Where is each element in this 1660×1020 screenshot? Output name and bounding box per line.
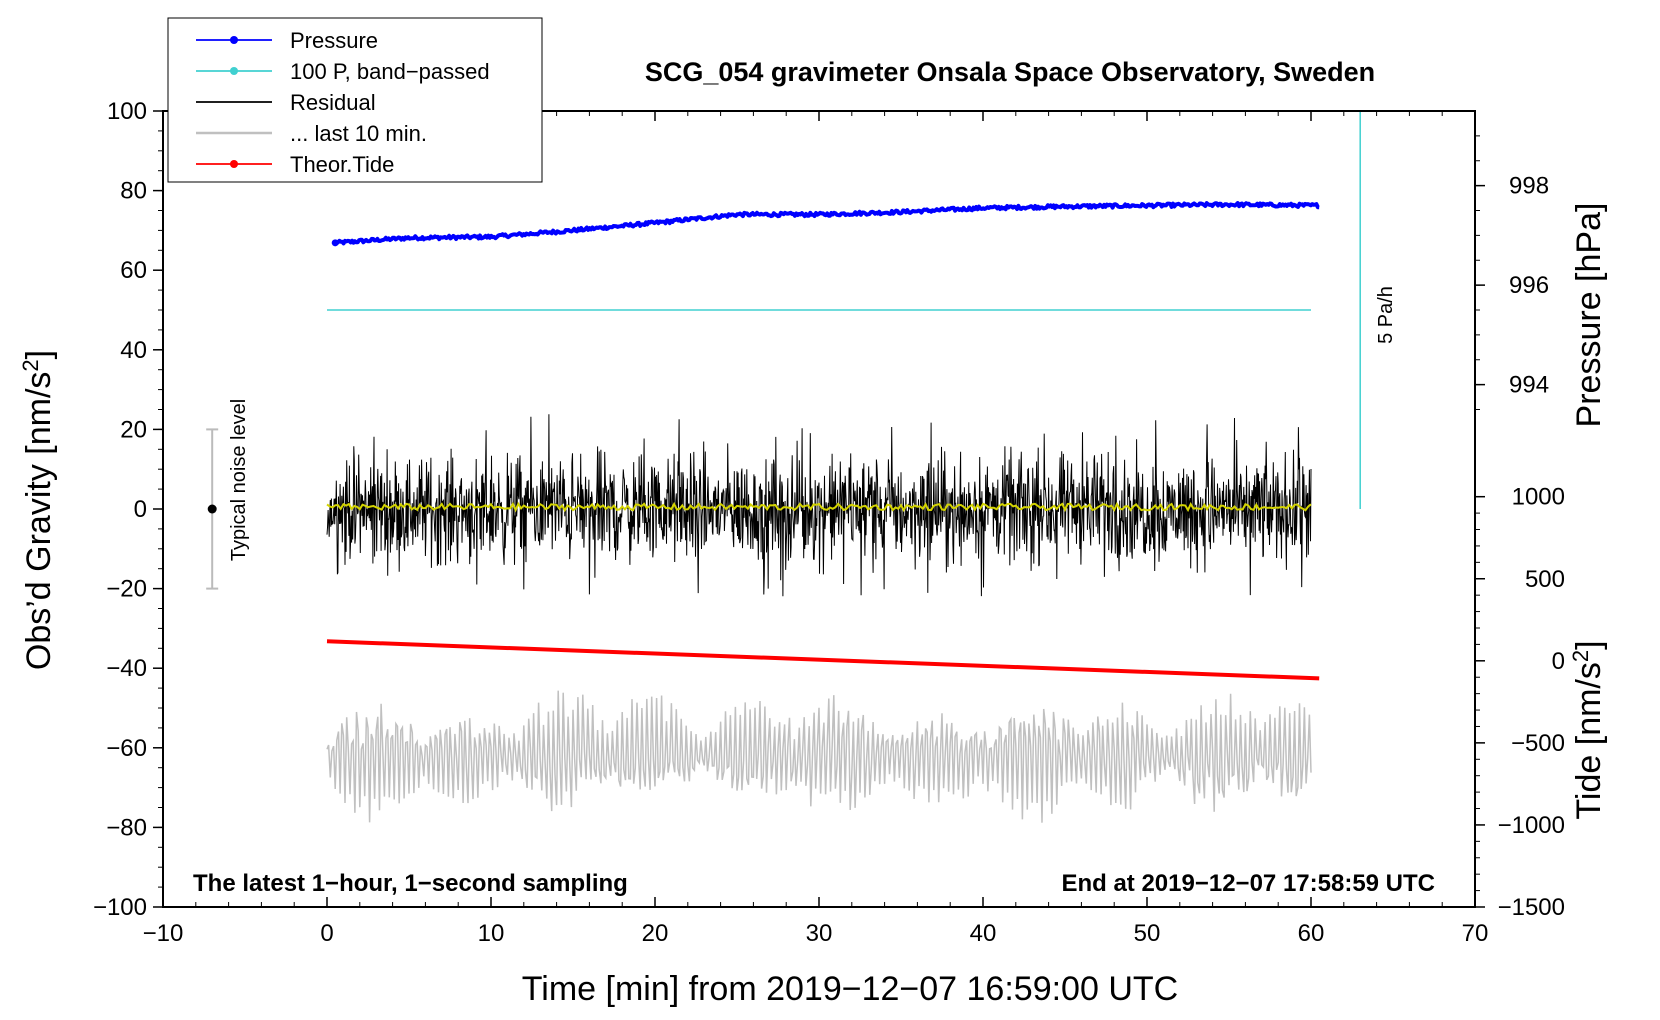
tide-tick-label: −500 — [1511, 730, 1565, 757]
end-time-note: End at 2019−12−07 17:58:59 UTC — [1061, 870, 1435, 897]
axes: −10 0 10 20 30 40 50 60 70−100−80−60−40−20020406… — [93, 98, 1565, 947]
plot-content — [206, 111, 1361, 823]
tide-tick-label: 500 — [1525, 566, 1565, 593]
pressure-tick-label: 996 — [1509, 272, 1549, 299]
x-tick-label: 0 — [320, 920, 333, 947]
noise-bar-center — [207, 504, 217, 514]
x-tick-label: 20 — [642, 920, 669, 947]
sampling-note: The latest 1−hour, 1−second sampling — [193, 870, 628, 897]
pressure-series — [333, 201, 1320, 246]
tide-tick-label: −1000 — [1498, 812, 1565, 839]
y-tick-label: 20 — [120, 416, 147, 443]
residual-series — [326, 414, 1312, 597]
legend-marker — [230, 67, 238, 75]
pressure-tick-label: 998 — [1509, 173, 1549, 200]
y-tick-label: 100 — [107, 98, 147, 125]
x-tick-label: 50 — [1134, 920, 1161, 947]
legend-marker — [230, 160, 238, 168]
y-tick-label: 0 — [134, 496, 147, 523]
y-axis-title-gravity: Obs’d Gravity [nm/s2] — [18, 350, 58, 670]
legend-label: Pressure — [290, 28, 378, 53]
legend-label: Theor.Tide — [290, 152, 394, 177]
tide-tick-label: −1500 — [1498, 894, 1565, 921]
legend-label: ... last 10 min. — [290, 121, 427, 146]
tide-tick-label: 0 — [1552, 648, 1565, 675]
theoretical-tide-series — [326, 639, 1320, 681]
y-tick-label: 60 — [120, 257, 147, 284]
tide-tick-label: 1000 — [1512, 484, 1565, 511]
legend-box — [167, 17, 543, 183]
pressure-tick-label: 994 — [1509, 372, 1549, 399]
y-tick-label: −80 — [106, 814, 147, 841]
x-tick-label: 30 — [806, 920, 833, 947]
y-axis-title-tide: Tide [nm/s2] — [1568, 640, 1608, 819]
x-tick-label: 60 — [1298, 920, 1325, 947]
x-axis-title: Time [min] from 2019−12−07 16:59:00 UTC — [522, 970, 1178, 1008]
legend-marker — [230, 36, 238, 44]
rate-label: 5 Pa/h — [1375, 286, 1397, 344]
noise-level-label: Typical noise level — [228, 399, 250, 561]
x-tick-label: 40 — [970, 920, 997, 947]
y-axis-title-pressure: Pressure [hPa] — [1570, 203, 1608, 428]
y-tick-label: −100 — [93, 894, 147, 921]
legend-label: Residual — [290, 90, 376, 115]
legend: Pressure 100 P, band−passed Residual ... la… — [167, 17, 543, 183]
y-tick-label: −60 — [106, 735, 147, 762]
y-tick-label: 40 — [120, 337, 147, 364]
last-10-min-series — [326, 690, 1312, 823]
pressure-start-point — [331, 239, 339, 247]
legend-label: 100 P, band−passed — [290, 59, 490, 84]
residual-smoothed-series — [326, 501, 1312, 513]
chart-title: SCG_054 gravimeter Onsala Space Observat… — [645, 57, 1375, 87]
x-tick-label: −10 — [143, 920, 184, 947]
y-tick-label: 80 — [120, 178, 147, 205]
x-tick-label: 10 — [478, 920, 505, 947]
y-tick-label: −40 — [106, 655, 147, 682]
x-tick-label: 70 — [1462, 920, 1489, 947]
y-tick-label: −20 — [106, 576, 147, 603]
